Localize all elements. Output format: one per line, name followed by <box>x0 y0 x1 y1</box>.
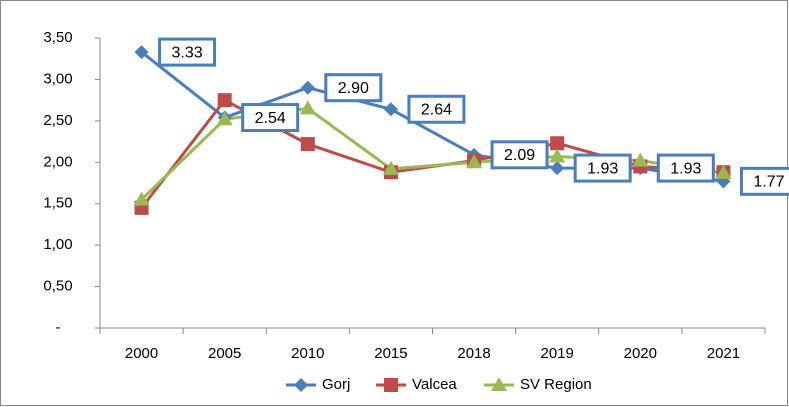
data-label-box <box>739 166 789 196</box>
data-label-box <box>241 103 300 133</box>
x-tick-label: 2015 <box>374 345 407 362</box>
data-label-box <box>324 73 383 103</box>
legend-marker <box>294 378 308 392</box>
marker <box>299 100 316 115</box>
legend-label: Valcea <box>412 376 457 393</box>
legend-marker <box>384 378 398 392</box>
y-tick-label: 2,50 <box>43 112 72 129</box>
data-label-box <box>490 140 549 170</box>
marker <box>134 45 149 60</box>
x-tick-label: 2020 <box>624 345 657 362</box>
x-tick-label: 2010 <box>291 345 324 362</box>
data-label-box <box>656 153 715 183</box>
data-label: 3.33 <box>171 44 202 61</box>
data-label-box <box>158 37 217 67</box>
data-label: 2.64 <box>421 101 452 118</box>
marker <box>715 165 732 180</box>
marker <box>632 152 649 167</box>
x-tick-label: 2021 <box>707 345 740 362</box>
marker <box>466 154 483 169</box>
marker <box>382 160 399 175</box>
data-label: 2.09 <box>504 147 535 164</box>
data-label: 2.90 <box>338 80 369 97</box>
marker <box>550 161 565 176</box>
marker <box>550 136 565 151</box>
x-tick-label: 2000 <box>125 345 158 362</box>
legend-label: Gorj <box>322 376 350 393</box>
x-tick-label: 2019 <box>541 345 574 362</box>
marker <box>300 137 315 152</box>
legend-marker <box>491 377 507 391</box>
legend-label: SV Region <box>520 376 592 393</box>
y-tick-label: 3,50 <box>43 29 72 46</box>
marker <box>133 191 150 206</box>
data-label-box <box>407 94 466 124</box>
marker <box>217 93 232 108</box>
data-label: 1.93 <box>587 160 618 177</box>
marker <box>216 111 233 126</box>
x-tick-label: 2005 <box>208 345 241 362</box>
marker <box>383 102 398 117</box>
data-label: 1.93 <box>670 160 701 177</box>
y-tick-label: 2,00 <box>43 153 72 170</box>
y-tick-label: 0,50 <box>43 278 72 295</box>
data-label: 2.54 <box>255 110 286 127</box>
y-tick-label: 1,50 <box>43 195 72 212</box>
y-tick-label: - <box>56 319 61 336</box>
y-tick-label: 3,00 <box>43 70 72 87</box>
y-tick-label: 1,00 <box>43 236 72 253</box>
x-tick-label: 2018 <box>457 345 490 362</box>
data-label-box <box>573 153 632 183</box>
marker <box>300 80 315 95</box>
data-label: 1.77 <box>753 174 784 191</box>
marker <box>549 148 566 163</box>
